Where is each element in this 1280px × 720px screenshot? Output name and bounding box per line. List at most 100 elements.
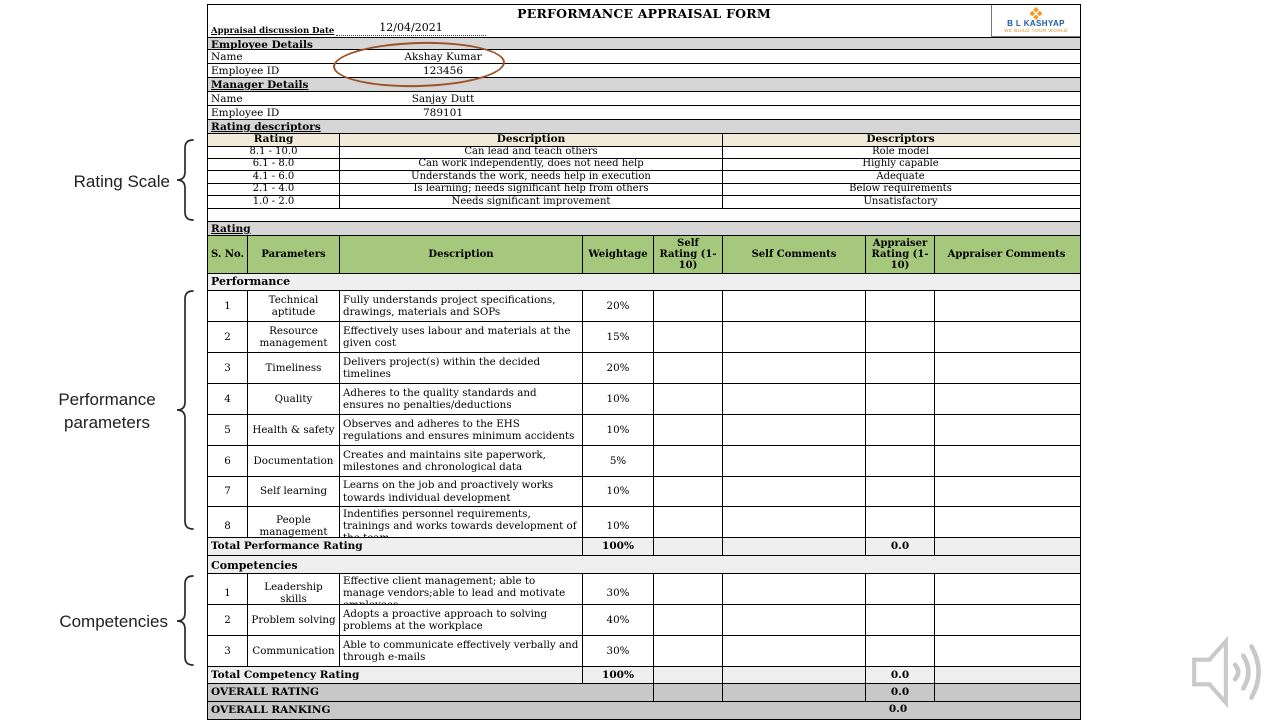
employee-id-label: Employee ID bbox=[211, 65, 280, 77]
descriptor-rating: 4.1 - 6.0 bbox=[208, 171, 340, 183]
competencies-brace bbox=[176, 575, 194, 666]
manager-name-row: Name Sanjay Dutt bbox=[208, 92, 1080, 106]
performance-parameters-brace bbox=[176, 290, 194, 530]
competencies-band: Competencies bbox=[208, 556, 1080, 574]
overall-ranking-label: OVERALL RANKING bbox=[211, 704, 331, 716]
descriptor-descriptor: Adequate bbox=[876, 171, 925, 182]
header-appraiser-rating: Appraiser Rating (1-10) bbox=[866, 236, 935, 273]
cell-self-rating bbox=[654, 322, 723, 352]
overall-ranking-row: OVERALL RANKING 0.0 bbox=[208, 702, 1080, 719]
cell-sno: 6 bbox=[208, 446, 248, 476]
cell-appraiser-rating bbox=[866, 353, 935, 383]
table-row: 8 People management Indentifies personne… bbox=[208, 507, 1080, 538]
employee-name-label: Name bbox=[211, 51, 243, 63]
table-row: 3 Communication Able to communicate effe… bbox=[208, 636, 1080, 667]
cell-sno: 3 bbox=[208, 353, 248, 383]
descriptor-rating: 6.1 - 8.0 bbox=[208, 159, 340, 170]
cell-weightage: 20% bbox=[583, 353, 654, 383]
header-self-rating: Self Rating (1-10) bbox=[654, 236, 723, 273]
annotation-competencies: Competencies bbox=[59, 612, 168, 631]
cell-self-rating bbox=[654, 384, 723, 414]
descriptor-header-description: Description bbox=[340, 134, 723, 146]
cell-self-comments bbox=[723, 605, 866, 635]
table-row: 1 Technical aptitude Fully understands p… bbox=[208, 291, 1080, 322]
cell-weightage: 10% bbox=[583, 507, 654, 537]
cell-description: Learns on the job and proactively works … bbox=[340, 477, 583, 506]
descriptor-row: 1.0 - 2.0 Needs significant improvement … bbox=[208, 196, 1080, 209]
cell-self-rating bbox=[654, 605, 723, 635]
descriptor-row: 8.1 - 10.0 Can lead and teach others Rol… bbox=[208, 147, 1080, 159]
total-competency-appraiser-comments bbox=[935, 667, 1078, 683]
employee-details-label: Employee Details bbox=[211, 39, 313, 50]
cell-sno: 3 bbox=[208, 636, 248, 666]
descriptor-row: 4.1 - 6.0 Understands the work, needs he… bbox=[208, 171, 1080, 184]
cell-self-comments bbox=[723, 507, 866, 537]
cell-parameter: Technical aptitude bbox=[248, 291, 340, 321]
header-appraiser-comments: Appraiser Comments bbox=[947, 249, 1066, 260]
total-performance-appraiser-rating: 0.0 bbox=[866, 538, 935, 555]
speaker-icon[interactable] bbox=[1188, 632, 1274, 712]
logo-tagline: WE BUILD YOUR WORLD bbox=[1004, 28, 1068, 34]
cell-self-rating bbox=[654, 636, 723, 666]
manager-id-row: Employee ID 789101 bbox=[208, 106, 1080, 120]
descriptor-description: Needs significant improvement bbox=[340, 196, 723, 208]
annotation-performance-parameters: Performance parameters bbox=[42, 388, 172, 434]
table-row: 6 Documentation Creates and maintains si… bbox=[208, 446, 1080, 477]
cell-appraiser-rating bbox=[866, 477, 935, 506]
cell-self-comments bbox=[723, 415, 866, 445]
total-competency-weightage: 100% bbox=[583, 667, 654, 683]
cell-self-comments bbox=[723, 291, 866, 321]
overall-rating-self-rating bbox=[654, 684, 723, 701]
cell-weightage: 10% bbox=[583, 384, 654, 414]
table-row: 5 Health & safety Observes and adheres t… bbox=[208, 415, 1080, 446]
cell-appraiser-comments bbox=[935, 507, 1078, 537]
cell-description: Adheres to the quality standards and ens… bbox=[340, 384, 583, 414]
annotation-rating-scale: Rating Scale bbox=[73, 172, 170, 191]
cell-appraiser-rating bbox=[866, 322, 935, 352]
descriptor-descriptor: Below requirements bbox=[849, 184, 952, 195]
cell-self-rating bbox=[654, 574, 723, 604]
cell-weightage: 10% bbox=[583, 415, 654, 445]
header-self-comments: Self Comments bbox=[723, 236, 866, 273]
table-row: 4 Quality Adheres to the quality standar… bbox=[208, 384, 1080, 415]
cell-sno: 4 bbox=[208, 384, 248, 414]
company-logo: B L KASHYAP WE BUILD YOUR WORLD bbox=[991, 5, 1080, 37]
overall-rating-row: OVERALL RATING 0.0 bbox=[208, 684, 1080, 702]
table-row: 2 Problem solving Adopts a proactive app… bbox=[208, 605, 1080, 636]
manager-name-label: Name bbox=[211, 93, 243, 105]
overall-rating-value: 0.0 bbox=[866, 684, 935, 701]
manager-name-value: Sanjay Dutt bbox=[411, 93, 475, 105]
manager-id-value: 789101 bbox=[422, 107, 464, 119]
cell-description: Able to communicate effectively verbally… bbox=[340, 636, 583, 666]
cell-description: Adopts a proactive approach to solving p… bbox=[340, 605, 583, 635]
rating-table-header: S. No. Parameters Description Weightage … bbox=[208, 236, 1080, 274]
form-title-row: PERFORMANCE APPRAISAL FORM bbox=[208, 5, 1080, 21]
logo-diamond-icon bbox=[1029, 7, 1043, 21]
cell-sno: 2 bbox=[208, 322, 248, 352]
cell-parameter: Documentation bbox=[248, 446, 340, 476]
cell-description: Delivers project(s) within the decided t… bbox=[340, 353, 583, 383]
cell-parameter: Self learning bbox=[248, 477, 340, 506]
cell-parameter: Quality bbox=[248, 384, 340, 414]
descriptor-header-descriptors: Descriptors bbox=[866, 134, 935, 146]
manager-details-band: Manager Details bbox=[208, 78, 1080, 92]
cell-parameter: Health & safety bbox=[248, 415, 340, 445]
total-performance-self-rating bbox=[654, 538, 723, 555]
cell-description: Effectively uses labour and materials at… bbox=[340, 322, 583, 352]
cell-appraiser-rating bbox=[866, 446, 935, 476]
total-competency-appraiser-rating: 0.0 bbox=[866, 667, 935, 683]
spacer-row bbox=[208, 209, 1080, 222]
cell-weightage: 20% bbox=[583, 291, 654, 321]
cell-appraiser-rating bbox=[866, 636, 935, 666]
overall-ranking-value: 0.0 bbox=[888, 703, 908, 715]
header-weightage: Weightage bbox=[583, 236, 654, 273]
descriptor-descriptor: Role model bbox=[872, 147, 929, 158]
descriptor-descriptor: Highly capable bbox=[862, 159, 939, 170]
header-sno: S. No. bbox=[208, 236, 248, 273]
cell-appraiser-comments bbox=[935, 353, 1078, 383]
logo-company-name: B L KASHYAP bbox=[1007, 19, 1065, 29]
descriptor-row: 2.1 - 4.0 Is learning; needs significant… bbox=[208, 184, 1080, 196]
total-performance-weightage: 100% bbox=[583, 538, 654, 555]
cell-description: Indentifies personnel requirements, trai… bbox=[340, 507, 583, 537]
header-description: Description bbox=[340, 236, 583, 273]
